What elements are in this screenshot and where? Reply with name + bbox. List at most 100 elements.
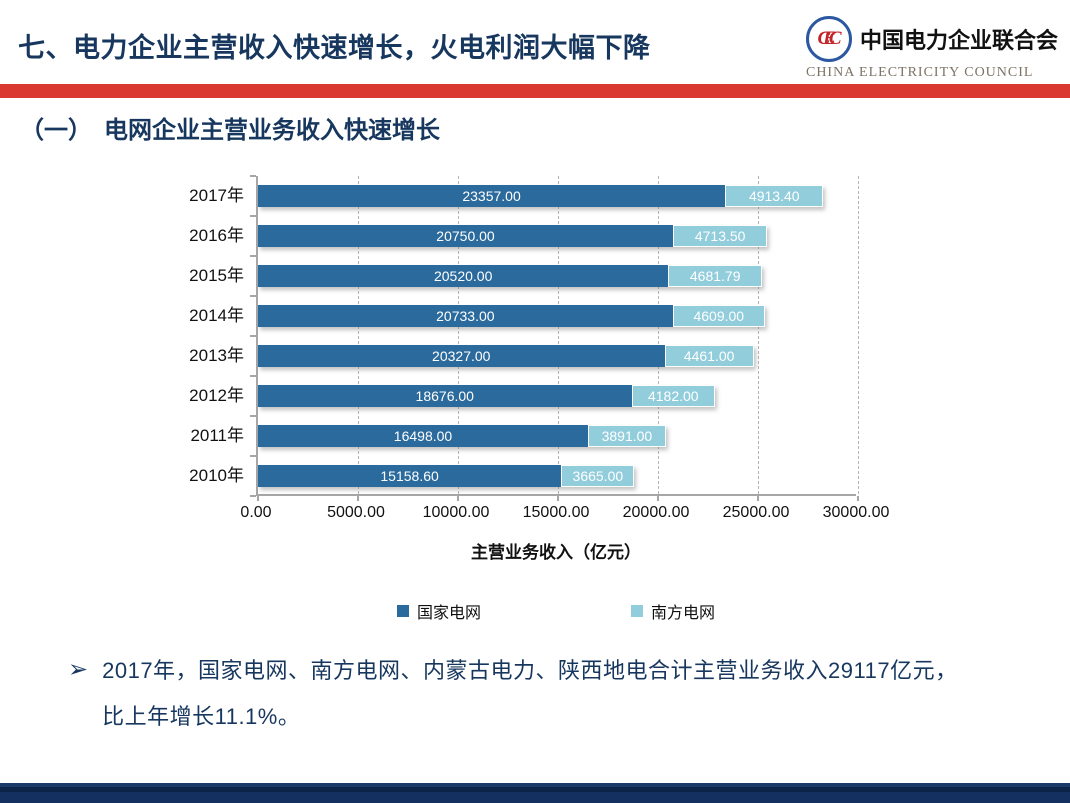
cec-monogram: CEC <box>817 28 841 49</box>
bar-segment-国家电网: 15158.60 <box>258 465 562 487</box>
bullet-text: 2017年，国家电网、南方电网、内蒙古电力、陕西地电合计主营业务收入29117亿… <box>102 648 958 740</box>
legend-label: 国家电网 <box>416 605 481 622</box>
x-axis-tick-label: 30000.00 <box>822 504 890 521</box>
legend-item: 南方电网 <box>631 599 715 623</box>
cec-logo: CEC 中国电力企业联合会 CHINA ELECTRICITY COUNCIL <box>805 16 1058 81</box>
x-axis-tick-label: 25000.00 <box>722 504 790 521</box>
y-axis-label: 2012年 <box>189 386 244 405</box>
stacked-bar: 20733.00 4609.00 <box>258 305 765 327</box>
y-axis-tick <box>250 175 256 177</box>
bar-segment-国家电网: 20733.00 <box>258 305 673 327</box>
data-label: 4461.00 <box>683 348 735 364</box>
bullet-line-1: 2017年，国家电网、南方电网、内蒙古电力、陕西地电合计主营业务收入29117亿… <box>102 658 958 683</box>
y-axis-label: 2011年 <box>190 426 244 445</box>
divider-bar <box>0 84 1070 98</box>
legend-swatch <box>631 605 643 617</box>
data-label: 20520.00 <box>433 268 493 284</box>
y-axis-label: 2017年 <box>189 186 244 205</box>
y-axis-label: 2014年 <box>189 306 244 325</box>
bar-row: 20327.00 4461.00 <box>258 336 856 376</box>
x-axis-tick <box>757 496 759 501</box>
bar-segment-南方电网: 3891.00 <box>588 425 666 447</box>
x-axis-tick-label: 20000.00 <box>622 504 690 521</box>
header: 七、电力企业主营收入快速增长，火电利润大幅下降 CEC 中国电力企业联合会 CH… <box>0 0 1070 84</box>
data-label: 15158.60 <box>380 468 439 484</box>
legend: 国家电网 南方电网 <box>256 599 856 623</box>
bar-row: 20750.00 4713.50 <box>258 216 856 256</box>
y-axis-tick <box>250 415 256 417</box>
x-axis-tick <box>457 496 459 501</box>
stacked-bar: 16498.00 3891.00 <box>258 425 666 447</box>
y-axis-tick <box>250 255 256 257</box>
y-axis-tick <box>250 215 256 217</box>
bar-segment-国家电网: 18676.00 <box>258 385 632 407</box>
x-axis-tick <box>657 496 659 501</box>
bar-segment-南方电网: 4913.40 <box>725 185 824 207</box>
data-label: 20733.00 <box>436 308 495 324</box>
y-axis-tick <box>250 375 256 377</box>
y-axis-label: 2016年 <box>189 226 244 245</box>
x-axis-tick <box>257 496 259 501</box>
data-label: 4609.00 <box>693 308 745 324</box>
x-axis-title: 主营业务收入（亿元） <box>471 543 641 562</box>
x-axis-tick <box>357 496 359 501</box>
y-axis-label: 2015年 <box>189 266 244 285</box>
cec-emblem-icon: CEC <box>805 16 852 62</box>
bar-segment-国家电网: 23357.00 <box>258 185 726 207</box>
bar-row: 15158.60 3665.00 <box>258 456 856 496</box>
bar-segment-南方电网: 3665.00 <box>561 465 635 487</box>
y-axis-labels: 2017年 2016年 2015年 2014年 2013年 2012年 2011年 2010年 <box>178 176 256 496</box>
plot-area: 23357.00 4913.40 20750.00 4713.50 20520.00 46… <box>250 175 859 501</box>
stacked-bar: 23357.00 4913.40 <box>258 185 824 207</box>
bar-row: 18676.00 4182.00 <box>258 376 856 416</box>
gridline <box>358 176 359 494</box>
y-axis-tick <box>250 455 256 457</box>
legend-item: 国家电网 <box>396 599 481 623</box>
data-label: 20750.00 <box>436 228 495 244</box>
bar-segment-南方电网: 4609.00 <box>672 305 765 327</box>
data-label: 3891.00 <box>601 428 653 444</box>
y-axis-label: 2013年 <box>189 346 244 365</box>
gridline <box>558 176 559 494</box>
stacked-bar: 20327.00 4461.00 <box>258 345 754 367</box>
data-label: 16498.00 <box>393 428 453 444</box>
bar-segment-国家电网: 20520.00 <box>258 265 669 287</box>
stacked-bar: 20750.00 4713.50 <box>258 225 768 247</box>
chart-body: 2017年 2016年 2015年 2014年 2013年 2012年 2011年 2010年… <box>178 175 878 501</box>
logo-row: CEC 中国电力企业联合会 <box>805 16 1058 62</box>
bar-row: 20733.00 4609.00 <box>258 296 856 336</box>
stacked-bar: 18676.00 4182.00 <box>258 385 716 407</box>
arrow-bullet-icon: ➢ <box>68 656 89 683</box>
bar-segment-南方电网: 4182.00 <box>631 385 716 407</box>
slide-title: 七、电力企业主营收入快速增长，火电利润大幅下降 <box>18 33 651 63</box>
bar-segment-国家电网: 20750.00 <box>258 225 673 247</box>
data-label: 4182.00 <box>647 388 699 404</box>
data-label: 20327.00 <box>432 348 491 364</box>
gridline <box>758 176 759 494</box>
bar-segment-国家电网: 16498.00 <box>258 425 588 447</box>
bullet-line-2: 比上年增长11.1%。 <box>102 704 301 729</box>
bar-segment-南方电网: 4713.50 <box>673 225 768 247</box>
stacked-bar: 15158.60 3665.00 <box>258 465 635 487</box>
bullet-item: ➢ 2017年，国家电网、南方电网、内蒙古电力、陕西地电合计主营业务收入2911… <box>68 648 1028 740</box>
x-axis-tick-label: 5000.00 <box>327 504 385 521</box>
legend-label: 南方电网 <box>651 605 716 622</box>
bar-row: 16498.00 3891.00 <box>258 416 856 456</box>
gridline <box>858 176 859 494</box>
x-axis-tick-label: 0.00 <box>240 504 272 521</box>
org-name-cn: 中国电力企业联合会 <box>859 28 1058 53</box>
x-axis-tick <box>557 496 559 501</box>
bar-row: 20520.00 4681.79 <box>258 256 856 296</box>
bar-segment-南方电网: 4461.00 <box>664 345 754 367</box>
x-axis-tick-label: 15000.00 <box>522 504 590 521</box>
data-label: 4713.50 <box>694 228 746 244</box>
stacked-bar-chart: 2017年 2016年 2015年 2014年 2013年 2012年 2011年 2010年… <box>178 175 889 623</box>
footer-bar <box>0 783 1070 803</box>
data-label: 23357.00 <box>462 188 521 204</box>
data-label: 3665.00 <box>572 468 624 484</box>
x-axis-tick-label: 10000.00 <box>422 504 490 521</box>
x-axis-tick-labels: 0.00 5000.00 10000.00 15000.00 20000.00 25000… <box>240 504 889 526</box>
y-axis-tick <box>250 295 256 297</box>
y-axis-tick <box>250 495 256 497</box>
